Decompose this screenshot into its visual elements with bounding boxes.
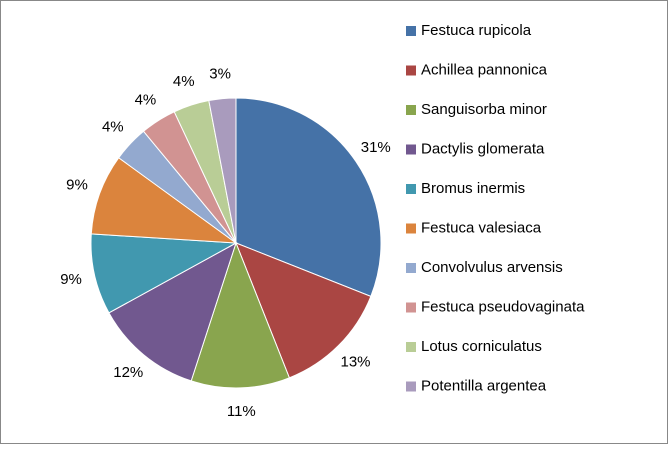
data-label: 12% xyxy=(113,364,143,381)
pie-slice xyxy=(90,233,238,314)
legend-swatch xyxy=(406,381,416,392)
data-label: 11% xyxy=(227,403,256,420)
legend-swatch xyxy=(406,263,416,273)
legend-swatch xyxy=(406,105,416,115)
legend-label: Sanguisorba minor xyxy=(421,101,547,118)
pie-slice xyxy=(235,97,382,298)
legend-label: Lotus corniculatus xyxy=(421,338,542,355)
pie-slice xyxy=(190,241,291,389)
legend-label: Potentilla argentea xyxy=(421,377,547,394)
legend-label: Dactylis glomerata xyxy=(421,140,545,157)
legend-swatch xyxy=(406,26,416,36)
legend-label: Festuca valesiaca xyxy=(421,219,542,236)
legend-swatch xyxy=(406,342,416,352)
data-label: 4% xyxy=(135,91,157,108)
legend-label: Bromus inermis xyxy=(421,180,525,197)
data-label: 31% xyxy=(361,139,391,156)
data-label: 13% xyxy=(340,353,370,370)
legend-swatch xyxy=(406,184,416,194)
data-label: 4% xyxy=(173,73,195,90)
pie-slice xyxy=(90,157,238,244)
data-label: 9% xyxy=(60,271,82,288)
data-label: 4% xyxy=(102,118,124,135)
data-label: 9% xyxy=(66,177,88,194)
pie-slice xyxy=(108,241,237,382)
legend-label: Festuca pseudovaginata xyxy=(421,298,585,315)
legend-swatch xyxy=(406,223,416,234)
data-label: 3% xyxy=(209,66,231,83)
legend-swatch xyxy=(406,144,416,155)
legend-swatch xyxy=(406,65,416,76)
pie-slice xyxy=(235,242,372,379)
legend-label: Achillea pannonica xyxy=(421,61,548,78)
legend-label: Convolvulus arvensis xyxy=(421,259,563,276)
pie-slice xyxy=(208,97,237,244)
legend-swatch xyxy=(406,302,416,313)
legend-label: Festuca rupicola xyxy=(421,22,532,39)
